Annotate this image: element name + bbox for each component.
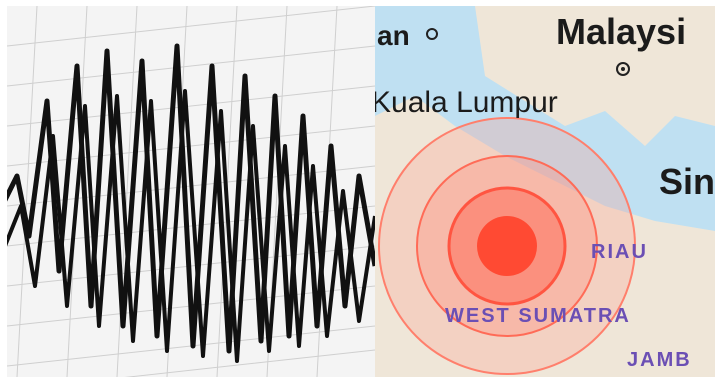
map-label-partial-city-right: Sin [659, 161, 715, 202]
seismic-trace [7, 43, 375, 354]
seismogram-graphic [7, 6, 375, 377]
map-label-region-jambi: JAMB [627, 349, 692, 371]
city-marker-left [426, 28, 438, 40]
seismic-trace-echo [7, 89, 375, 363]
map-label-country: Malaysi [556, 11, 687, 52]
earthquake-map-panel: an Malaysi Kuala Lumpur Sin RIAU WEST SU… [375, 6, 715, 377]
map-graphic [375, 6, 715, 377]
seismogram-panel [7, 6, 375, 377]
map-label-region-riau: RIAU [591, 241, 648, 263]
city-marker-capital [616, 62, 630, 76]
epicenter [477, 216, 537, 276]
map-label-partial-city: an [377, 20, 410, 51]
city-marker-capital-dot [621, 67, 625, 71]
map-label-region-west-sumatra: WEST SUMATRA [445, 305, 631, 327]
malay-peninsula-land [475, 6, 715, 146]
map-label-capital: Kuala Lumpur [375, 86, 558, 119]
